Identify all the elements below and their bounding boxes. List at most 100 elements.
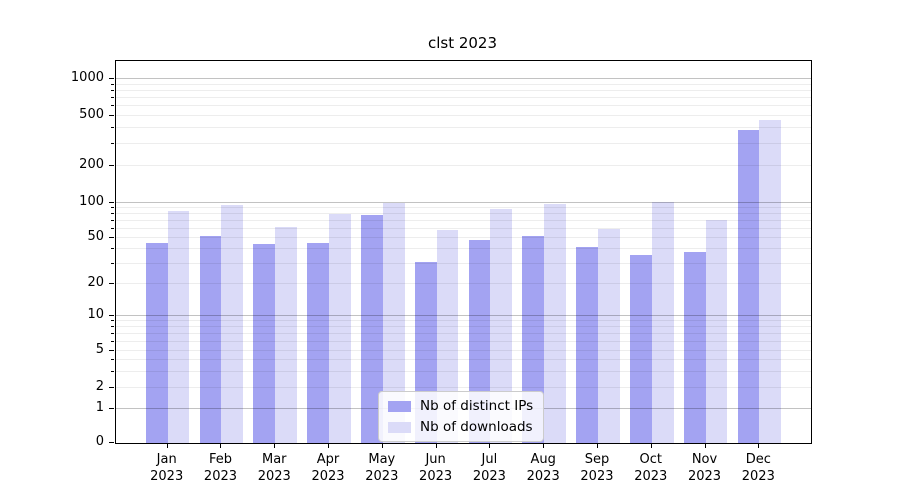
gridline-400 [116, 127, 811, 129]
bar-sep-downloads [597, 228, 620, 443]
ytick-minor-mark-70 [111, 219, 114, 221]
gridline-5 [116, 350, 811, 351]
gridline-500 [116, 115, 811, 116]
gridline-2 [116, 387, 811, 388]
ytick-minor-mark-30 [111, 262, 114, 264]
xtick-mark-jan [166, 443, 168, 448]
gridline-1000 [116, 78, 811, 79]
ytick-minor-mark-50 [111, 237, 114, 238]
ytick-minor-mark-700 [111, 97, 114, 99]
xtick-label-mar: Mar 2023 [257, 452, 291, 484]
xtick-mark-jun [435, 443, 437, 448]
gridline-60 [116, 227, 811, 229]
ytick-minor-mark-800 [111, 89, 114, 91]
gridline-10 [116, 315, 811, 316]
gridline-90 [116, 206, 811, 208]
ytick-mark-100 [109, 201, 114, 203]
xtick-label-jul: Jul 2023 [472, 452, 506, 484]
bar-jan-ips [145, 243, 168, 443]
bar-mar-ips [253, 244, 276, 443]
xtick-mark-dec [758, 443, 760, 448]
bar-jun-downloads [436, 230, 459, 443]
xtick-mark-feb [220, 443, 222, 448]
bar-mar-downloads [275, 227, 298, 443]
ytick-label-5: 5 [95, 342, 104, 357]
chart-title: clst 2023 [427, 34, 498, 52]
gridline-600 [116, 105, 811, 107]
ytick-label-50: 50 [87, 229, 104, 244]
ytick-minor-mark-40 [111, 248, 114, 250]
bar-apr-downloads [329, 213, 351, 443]
legend-swatch-downloads [388, 421, 411, 433]
xtick-label-aug: Aug 2023 [526, 452, 560, 484]
ytick-label-500: 500 [79, 107, 104, 122]
gridline-20 [116, 283, 811, 284]
bar-may-downloads [382, 202, 405, 443]
xtick-mark-apr [328, 443, 330, 448]
xtick-label-may: May 2023 [365, 452, 399, 484]
bar-oct-ips [629, 254, 652, 443]
xtick-label-nov: Nov 2023 [687, 452, 722, 484]
ytick-minor-mark-8 [111, 326, 114, 328]
ytick-label-1: 1 [95, 400, 104, 415]
gridline-70 [116, 219, 811, 221]
gridline-100 [116, 201, 811, 203]
bar-jul-downloads [490, 209, 513, 443]
legend-item-downloads: Nb of downloads [388, 419, 533, 435]
xtick-label-apr: Apr 2023 [311, 452, 345, 484]
gridline-200 [116, 165, 811, 166]
xtick-mark-nov [704, 443, 706, 448]
xtick-label-jan: Jan 2023 [150, 452, 184, 484]
bar-oct-downloads [651, 202, 674, 443]
xtick-mark-may [381, 443, 383, 448]
bar-nov-ips [683, 251, 706, 443]
gridline-9 [116, 320, 811, 322]
legend: Nb of distinct IPs Nb of downloads [378, 391, 545, 442]
xtick-label-dec: Dec 2023 [741, 452, 775, 484]
ytick-label-10: 10 [87, 307, 104, 322]
gridline-80 [116, 212, 811, 214]
bar-feb-downloads [221, 205, 244, 443]
ytick-minor-mark-60 [111, 227, 114, 229]
bar-apr-ips [307, 243, 330, 443]
legend-label-distinct-ips: Nb of distinct IPs [420, 398, 534, 414]
ytick-minor-mark-4 [111, 359, 114, 360]
ytick-label-20: 20 [87, 275, 104, 290]
xtick-label-jun: Jun 2023 [419, 452, 453, 484]
ytick-minor-mark-400 [111, 127, 114, 129]
gridline-6 [116, 340, 811, 342]
xtick-label-sep: Sep 2023 [580, 452, 614, 484]
ytick-minor-mark-2 [111, 387, 114, 388]
gridline-800 [116, 89, 811, 91]
gridline-50 [116, 237, 811, 238]
bar-dec-downloads [759, 120, 782, 443]
legend-item-distinct-ips: Nb of distinct IPs [388, 398, 533, 414]
ytick-label-200: 200 [79, 157, 104, 172]
ytick-minor-mark-90 [111, 206, 114, 208]
ytick-minor-mark-300 [111, 142, 114, 144]
gridline-300 [116, 142, 811, 144]
ytick-minor-mark-5 [111, 350, 114, 351]
ytick-minor-mark-6 [111, 340, 114, 342]
legend-label-downloads: Nb of downloads [420, 419, 533, 435]
ytick-minor-mark-20 [111, 283, 114, 284]
gridline-4 [116, 359, 811, 360]
bar-aug-downloads [544, 203, 566, 443]
gridline-40 [116, 248, 811, 250]
bar-nov-downloads [705, 220, 728, 443]
gridline-900 [116, 83, 811, 85]
ytick-minor-mark-600 [111, 105, 114, 107]
ytick-minor-mark-7 [111, 333, 114, 334]
ytick-label-0: 0 [95, 434, 104, 449]
bar-sep-ips [576, 246, 598, 443]
bar-dec-ips [737, 130, 760, 443]
gridline-3 [116, 370, 811, 372]
ytick-minor-mark-200 [111, 165, 114, 166]
ytick-label-2: 2 [95, 379, 104, 394]
xtick-mark-sep [596, 443, 598, 448]
gridline-8 [116, 326, 811, 328]
ytick-mark-1 [109, 408, 114, 409]
xtick-mark-aug [543, 443, 545, 448]
xtick-label-feb: Feb 2023 [203, 452, 238, 484]
ytick-label-100: 100 [79, 193, 104, 209]
